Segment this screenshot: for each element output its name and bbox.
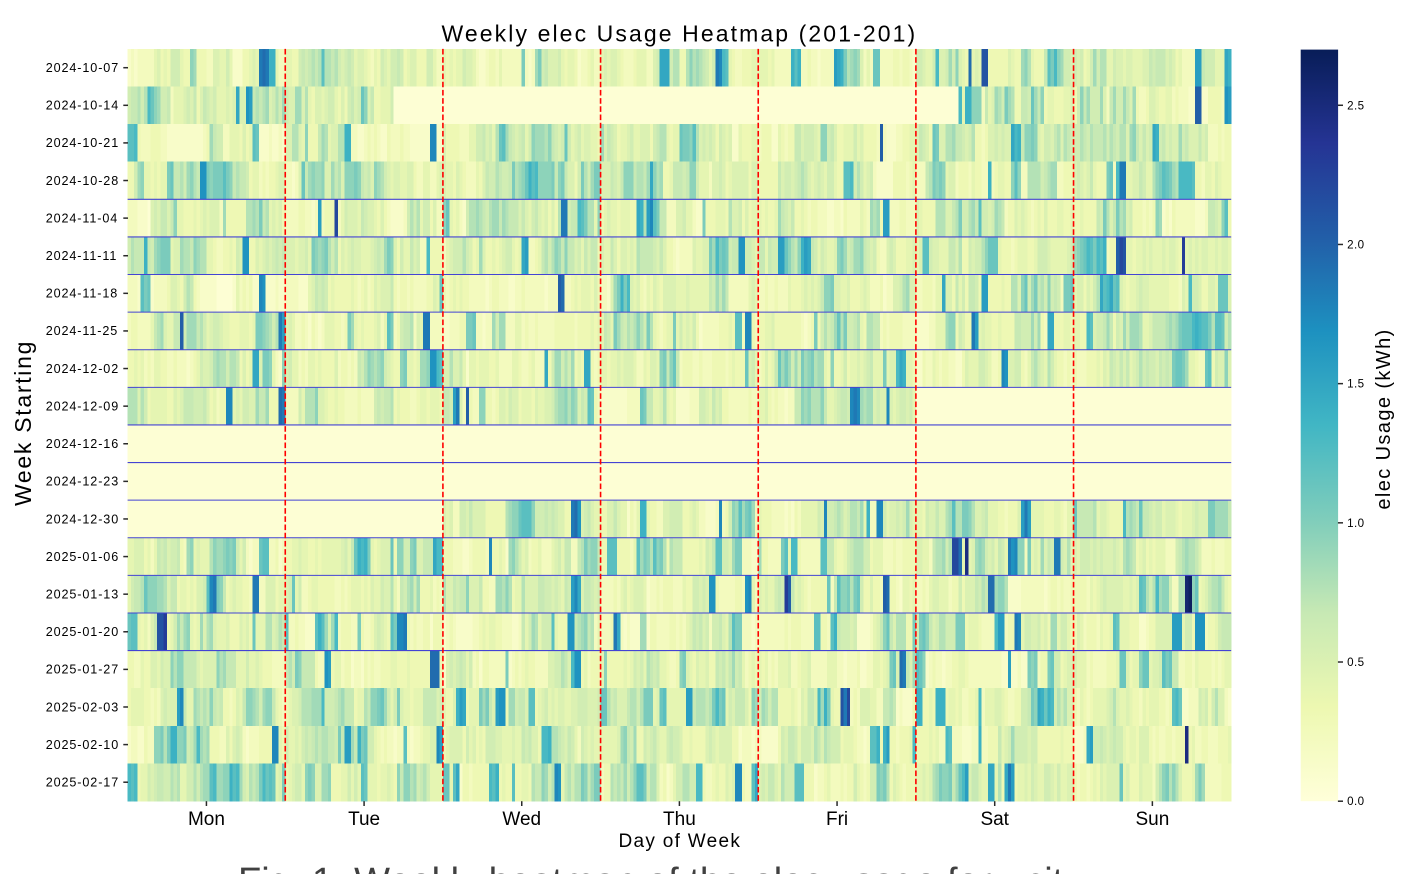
svg-text:2.5: 2.5 [1347,99,1364,112]
svg-text:1.0: 1.0 [1347,517,1364,530]
svg-text:2024-12-09: 2024-12-09 [46,399,119,413]
svg-text:2024-12-16: 2024-12-16 [46,437,119,451]
svg-text:2024-10-21: 2024-10-21 [46,136,119,150]
svg-text:Week Starting: Week Starting [10,340,36,506]
svg-text:2024-12-30: 2024-12-30 [46,512,119,526]
svg-text:2025-01-13: 2025-01-13 [46,587,119,601]
svg-text:2024-12-23: 2024-12-23 [46,475,119,489]
svg-text:2024-11-25: 2024-11-25 [46,324,119,338]
svg-text:Mon: Mon [188,809,225,830]
svg-text:2025-01-20: 2025-01-20 [46,625,119,639]
svg-text:0.5: 0.5 [1347,656,1364,669]
svg-text:Thu: Thu [663,809,696,830]
svg-text:0.0: 0.0 [1347,795,1364,808]
svg-text:2025-02-10: 2025-02-10 [46,738,119,752]
svg-text:1.5: 1.5 [1347,378,1364,391]
svg-text:2025-01-06: 2025-01-06 [46,550,119,564]
svg-text:Day of Week: Day of Week [618,831,741,852]
svg-text:2024-10-14: 2024-10-14 [46,99,119,113]
svg-text:Wed: Wed [502,809,541,830]
svg-text:Tue: Tue [348,809,380,830]
svg-text:2025-02-03: 2025-02-03 [46,700,119,714]
svg-text:Sat: Sat [980,809,1009,830]
svg-text:2024-10-28: 2024-10-28 [46,174,119,188]
svg-text:Fig. 1: Weekly heatmap of the: Fig. 1: Weekly heatmap of the elec usage… [238,861,1191,874]
svg-text:2.0: 2.0 [1347,238,1364,251]
svg-text:Weekly elec Usage Heatmap (201: Weekly elec Usage Heatmap (201-201) [442,21,918,47]
svg-text:2024-11-18: 2024-11-18 [46,287,119,301]
svg-text:2024-11-11: 2024-11-11 [46,249,118,263]
svg-text:2024-10-07: 2024-10-07 [46,61,119,75]
svg-text:Fri: Fri [826,809,848,830]
svg-text:elec Usage (kWh): elec Usage (kWh) [1373,328,1395,509]
svg-text:Sun: Sun [1135,809,1169,830]
svg-text:2025-01-27: 2025-01-27 [46,663,119,677]
svg-text:2025-02-17: 2025-02-17 [46,776,119,790]
svg-text:2024-11-04: 2024-11-04 [46,211,119,225]
svg-text:2024-12-02: 2024-12-02 [46,362,119,376]
